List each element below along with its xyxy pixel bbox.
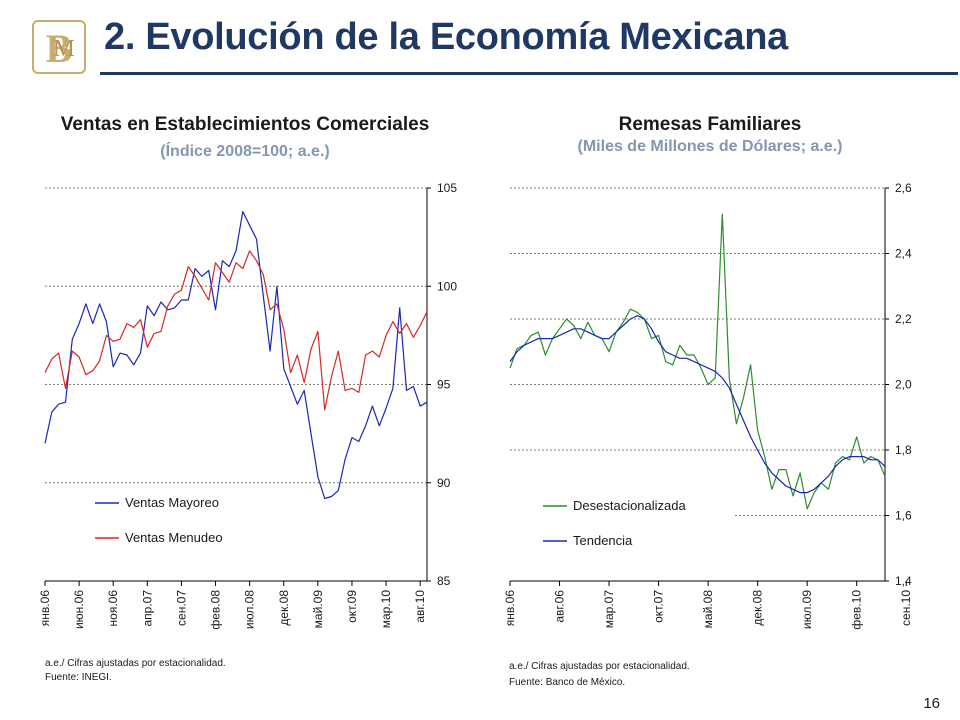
legend-label-1: Ventas Mayoreo <box>125 495 219 510</box>
y-tick-label: 2,0 <box>895 378 912 392</box>
retail-sales-chart: 85 90 95 100 105 янв.06 июн.06 ноя.06 апр.07 сен.… <box>38 181 457 630</box>
y-tick-label: 95 <box>437 378 451 392</box>
x-tick-label: ноя.06 <box>106 590 120 627</box>
svg-text:B: B <box>46 26 73 71</box>
x-tick-label: окт.07 <box>652 590 666 623</box>
legend-label-2: Ventas Menudeo <box>125 530 223 545</box>
x-tick-label: май.09 <box>311 590 325 629</box>
series-line-2 <box>509 315 886 494</box>
svg-text:M: M <box>53 36 74 62</box>
x-tick-label: авг.10 <box>413 590 427 623</box>
x-tick-label: дек.08 <box>751 590 765 626</box>
x-tick-label: мар.10 <box>379 590 393 629</box>
title-underline <box>100 72 958 75</box>
series-line-2 <box>44 250 428 411</box>
y-tick-label: 105 <box>437 181 457 195</box>
x-tick-label: июл.09 <box>800 590 814 629</box>
left-chart-subtitle: (Índice 2008=100; a.e.) <box>160 143 330 160</box>
x-tick-label: янв.06 <box>38 590 52 627</box>
remittances-chart: 1,4 1,6 1,8 2,0 2,2 2,4 2,6 янв.06 авг.06 мар.07 о… <box>503 181 913 630</box>
series-line-1 <box>44 210 428 500</box>
y-tick-label: 100 <box>437 279 457 293</box>
left-note-seasonal: a.e./ Cifras ajustadas por estacionalida… <box>45 658 226 669</box>
x-tick-label: янв.06 <box>503 590 517 627</box>
left-chart-title: Ventas en Establecimientos Comerciales <box>60 114 430 135</box>
y-tick-label: 1,6 <box>895 509 912 523</box>
right-note-source: Fuente: Banco de México. <box>509 677 626 688</box>
left-note-source: Fuente: INEGI. <box>45 672 112 683</box>
right-chart-title: Remesas Familiares <box>618 114 802 135</box>
x-tick-label: июл.08 <box>243 590 257 629</box>
legend-label-1: Desestacionalizada <box>573 498 687 513</box>
y-tick-label: 85 <box>437 574 451 588</box>
x-tick-label: сен.10 <box>899 590 913 626</box>
right-chart-subtitle: (Miles de Millones de Dólares; a.e.) <box>577 138 843 155</box>
x-tick-label: фев.08 <box>209 590 223 630</box>
x-tick-label: июн.06 <box>72 590 86 629</box>
x-tick-label: май.08 <box>701 590 715 629</box>
page-number: 16 <box>923 695 940 712</box>
y-tick-label: 2,6 <box>895 181 912 195</box>
banco-de-mexico-logo: B M <box>32 20 86 74</box>
left-notes: a.e./ Cifras ajustadas por estacionalida… <box>45 657 226 685</box>
legend-label-2: Tendencia <box>573 533 633 548</box>
x-tick-label: мар.07 <box>602 590 616 629</box>
x-tick-label: фев.10 <box>850 590 864 630</box>
y-tick-label: 2,4 <box>895 247 912 261</box>
series-line-1 <box>509 213 886 510</box>
right-note-seasonal: a.e./ Cifras ajustadas por estacionalida… <box>509 661 690 672</box>
page-title: 2. Evolución de la Economía Mexicana <box>104 16 788 58</box>
y-tick-label: 1,8 <box>895 443 912 457</box>
x-tick-label: окт.09 <box>345 590 359 623</box>
y-tick-label: 1,4 <box>895 574 912 588</box>
x-tick-label: авг.06 <box>553 590 567 623</box>
y-tick-label: 2,2 <box>895 312 912 326</box>
x-tick-label: дек.08 <box>277 590 291 626</box>
x-tick-label: апр.07 <box>140 590 154 627</box>
y-tick-label: 90 <box>437 476 451 490</box>
x-tick-label: сен.07 <box>174 590 188 626</box>
right-notes: a.e./ Cifras ajustadas por estacionalida… <box>509 659 690 691</box>
